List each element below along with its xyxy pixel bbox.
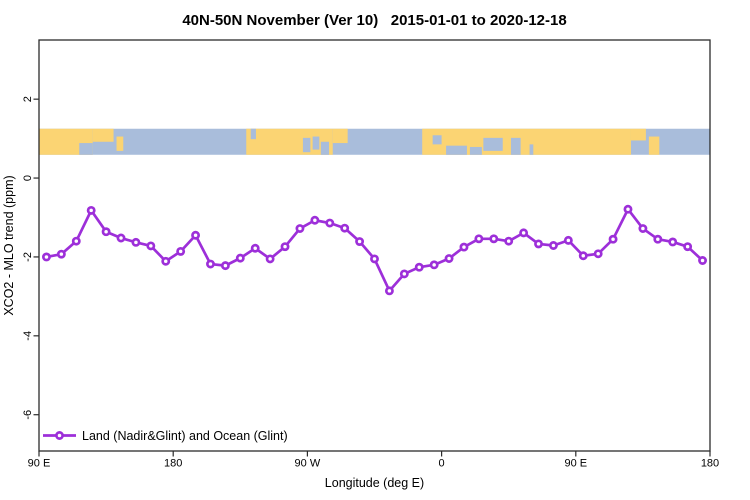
data-point — [429, 260, 439, 270]
map-land-segment — [332, 128, 348, 144]
data-point — [578, 251, 588, 261]
map-ocean-patch — [320, 141, 330, 155]
x-axis-label: Longitude (deg E) — [325, 476, 424, 490]
x-tick-label: 180 — [164, 458, 182, 470]
data-point — [444, 254, 454, 263]
data-point — [42, 252, 51, 262]
data-point — [683, 242, 693, 252]
data-point — [698, 256, 707, 265]
series-line — [45, 207, 704, 293]
map-land-segment — [648, 136, 660, 155]
map-ocean-patch — [510, 137, 521, 155]
legend-marker-icon — [55, 431, 64, 440]
data-point — [593, 249, 603, 259]
data-point — [340, 223, 350, 233]
map-ocean-patch — [432, 135, 442, 145]
y-tick-label: -6 — [22, 410, 34, 420]
plot-border — [38, 39, 711, 452]
map-ocean-patch — [469, 146, 482, 155]
map-ocean-patch — [79, 143, 93, 155]
data-point — [563, 235, 573, 245]
data-point — [146, 241, 156, 251]
chart-title: 40N-50N November (Ver 10) 2015-01-01 to … — [182, 12, 566, 29]
map-ocean-patch — [483, 137, 503, 151]
data-point — [623, 204, 633, 214]
y-axis-label: XCO2 - MLO trend (ppm) — [2, 175, 16, 315]
data-point — [191, 230, 201, 240]
data-point — [325, 218, 335, 228]
data-point — [310, 215, 320, 225]
legend-label: Land (Nadir&Glint) and Ocean (Glint) — [82, 429, 288, 443]
x-tick-label: 90 W — [295, 458, 321, 470]
data-point — [116, 233, 126, 243]
data-point — [56, 249, 66, 259]
data-point — [414, 262, 424, 272]
y-tick-label: -4 — [22, 331, 34, 341]
data-point — [265, 254, 275, 264]
data-point — [176, 246, 186, 256]
data-point — [250, 243, 260, 253]
data-point — [489, 234, 499, 244]
data-point — [355, 237, 365, 247]
data-series — [42, 204, 707, 296]
data-point — [608, 234, 618, 244]
map-land-segment — [630, 128, 646, 141]
map-land-segment — [92, 128, 114, 142]
axes: 2 0 -2 -4 -6 90 E 180 90 W 0 90 E 180 — [22, 39, 719, 470]
data-point — [220, 261, 230, 271]
x-tick-label: 90 E — [564, 458, 587, 470]
data-point — [504, 236, 514, 246]
map-ocean-patch — [529, 144, 534, 155]
data-point — [71, 236, 81, 246]
data-point — [370, 254, 379, 264]
x-tick-label: 180 — [701, 458, 719, 470]
data-point — [548, 241, 558, 250]
map-band — [39, 128, 710, 155]
data-point — [161, 256, 171, 266]
data-point — [474, 234, 484, 244]
data-point — [295, 224, 305, 233]
y-tick-label: -2 — [22, 252, 34, 262]
data-point — [101, 227, 111, 237]
data-point — [459, 242, 469, 252]
data-point — [519, 228, 529, 238]
data-point — [653, 234, 663, 244]
data-point — [206, 259, 215, 269]
y-tick-label: 0 — [22, 175, 34, 181]
data-point — [534, 239, 543, 249]
map-ocean-patch — [446, 145, 467, 155]
map-ocean-patch — [250, 128, 256, 140]
x-tick-label: 0 — [439, 458, 445, 470]
map-ocean-patch — [312, 136, 320, 150]
data-point — [131, 237, 141, 247]
data-point — [280, 242, 290, 252]
map-land-segment — [116, 136, 124, 151]
map-ocean-patch — [302, 137, 311, 153]
data-point — [638, 224, 648, 233]
legend: Land (Nadir&Glint) and Ocean (Glint) — [43, 429, 288, 443]
data-point — [86, 205, 96, 215]
data-point — [384, 286, 394, 296]
map-land-segment — [246, 128, 333, 155]
data-point — [235, 253, 245, 263]
data-point — [668, 237, 678, 247]
x-tick-label: 90 E — [28, 458, 51, 470]
y-tick-label: 2 — [22, 96, 34, 102]
data-point — [399, 269, 409, 279]
